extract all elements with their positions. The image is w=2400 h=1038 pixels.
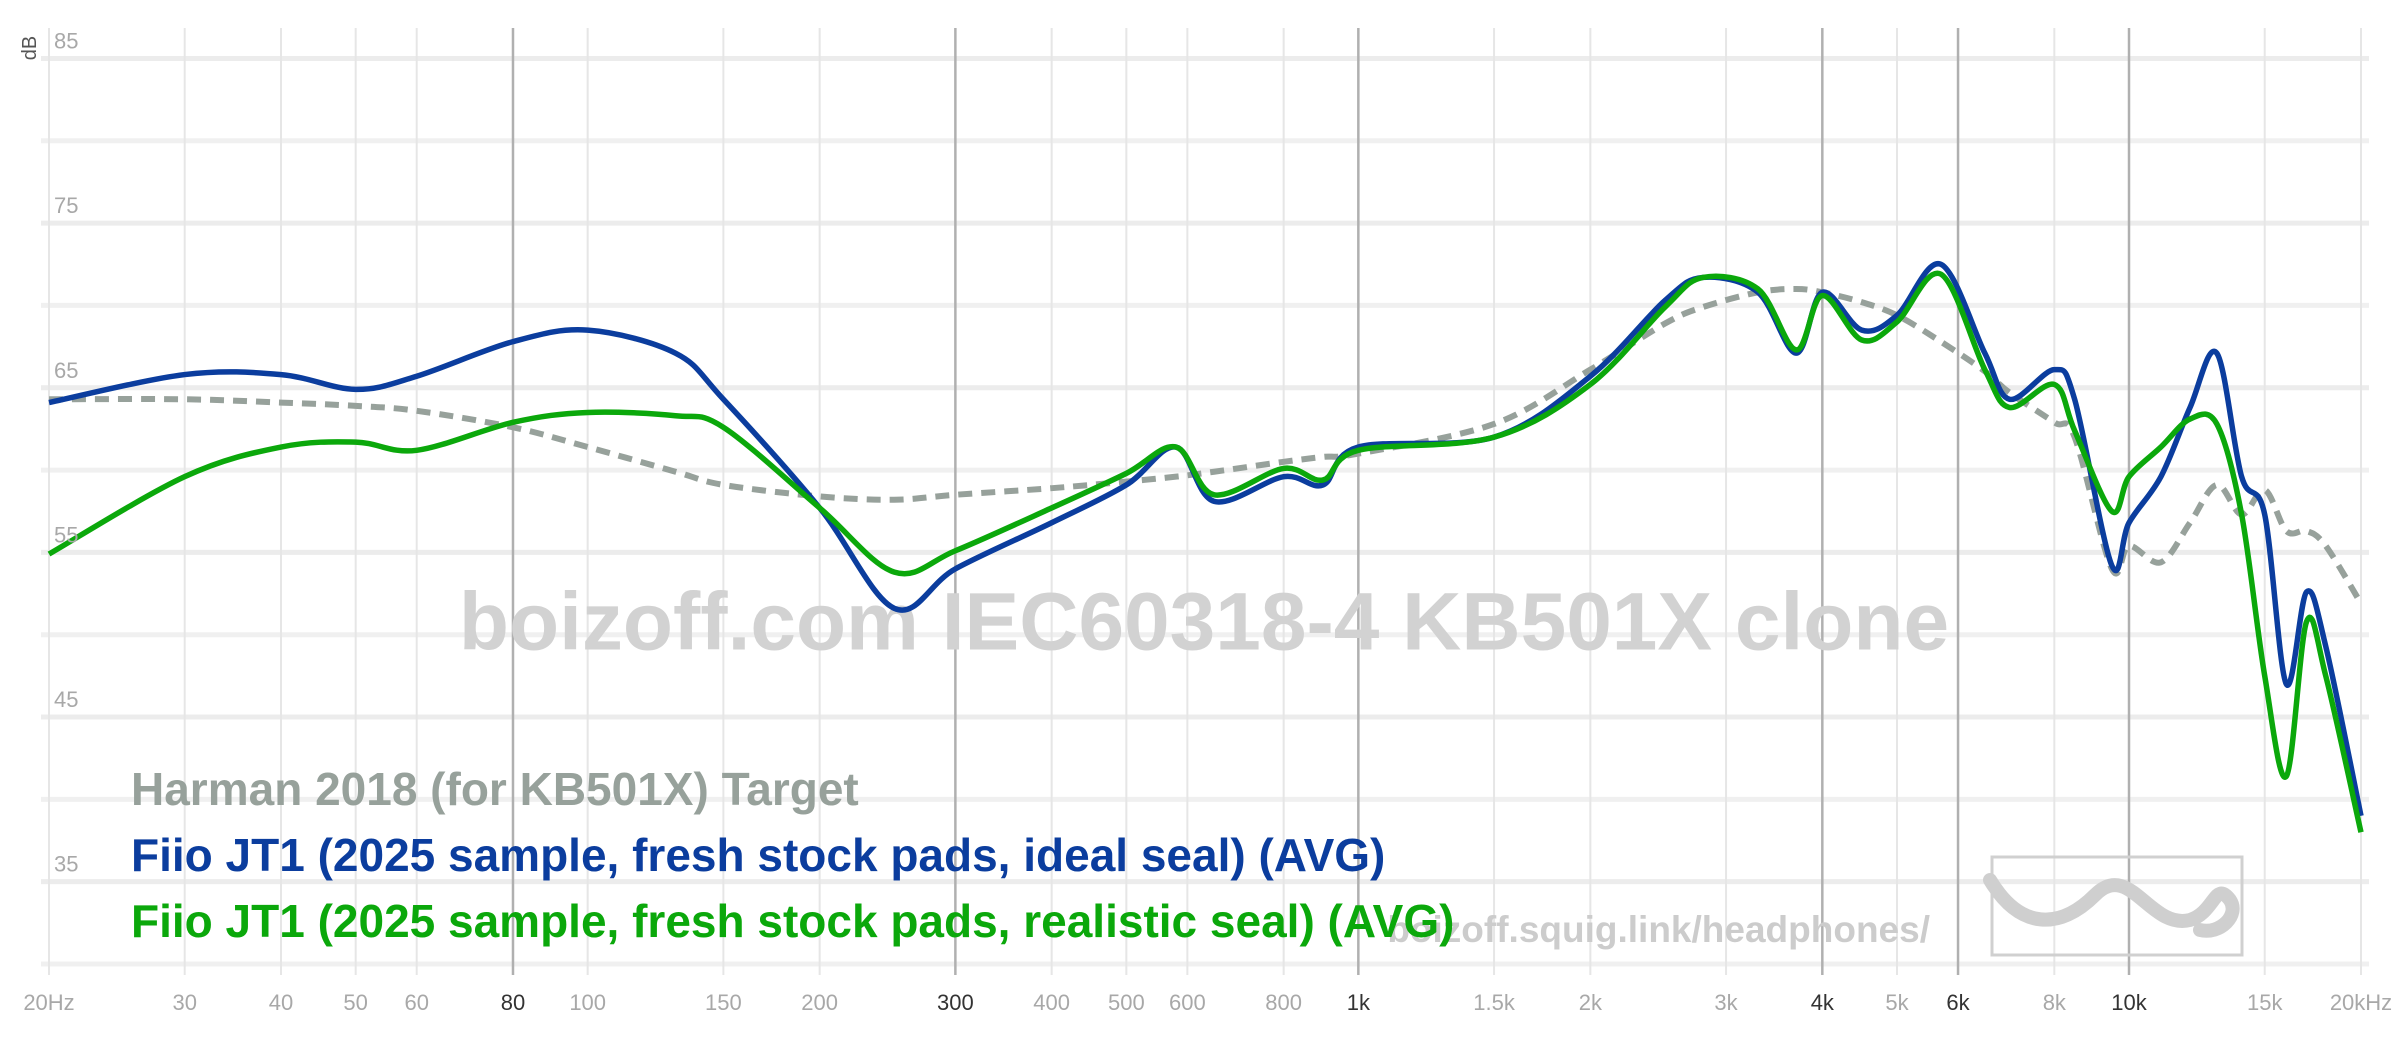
x-tick-label: 300 bbox=[937, 990, 974, 1015]
grid bbox=[41, 28, 2369, 975]
x-tick-label: 30 bbox=[172, 990, 196, 1015]
logo-frame bbox=[1990, 855, 2244, 957]
x-tick-label: 6k bbox=[1946, 990, 1970, 1015]
x-tick-label: 8k bbox=[2043, 990, 2067, 1015]
x-tick-label: 400 bbox=[1033, 990, 1070, 1015]
x-tick-label: 60 bbox=[404, 990, 428, 1015]
y-tick-label: 85 bbox=[54, 28, 78, 53]
x-tick-label: 800 bbox=[1265, 990, 1302, 1015]
y-axis-title: dB bbox=[19, 36, 41, 60]
x-tick-label: 2k bbox=[1579, 990, 1603, 1015]
y-tick-label: 55 bbox=[54, 522, 78, 547]
logo bbox=[1983, 855, 2244, 957]
legend-entry: Fiio JT1 (2025 sample, fresh stock pads,… bbox=[131, 895, 1454, 947]
x-tick-label: 20kHz bbox=[2330, 990, 2392, 1015]
y-tick-label: 65 bbox=[54, 358, 78, 383]
x-tick-label: 40 bbox=[269, 990, 293, 1015]
y-tick-label: 35 bbox=[54, 852, 78, 877]
curves bbox=[47, 261, 2364, 833]
x-tick-label: 600 bbox=[1169, 990, 1206, 1015]
series-line bbox=[48, 261, 2364, 817]
x-tick-label: 50 bbox=[343, 990, 367, 1015]
x-tick-label: 150 bbox=[705, 990, 742, 1015]
x-tick-label: 80 bbox=[501, 990, 525, 1015]
x-tick-label: 200 bbox=[801, 990, 838, 1015]
x-tick-label: 15k bbox=[2247, 990, 2283, 1015]
tick-labels: 35 45 55 65 75 85 20Hz 30 40 50 60 80 100 150 200 300 40… bbox=[23, 28, 2392, 1015]
legend-entry: Harman 2018 (for KB501X) Target bbox=[131, 763, 859, 815]
x-tick-label: 10k bbox=[2111, 990, 2147, 1015]
x-tick-label: 100 bbox=[569, 990, 606, 1015]
watermark: boizoff.com IEC60318-4 KB501X clone bbox=[459, 577, 1949, 668]
x-tick-label: 5k bbox=[1885, 990, 1909, 1015]
x-tick-label: 1k bbox=[1347, 990, 1371, 1015]
series-line bbox=[47, 270, 2364, 833]
site-label: boizoff.squig.link/headphones/ bbox=[1387, 909, 1930, 950]
logo-squiggle bbox=[1983, 873, 2240, 938]
x-tick-label: 500 bbox=[1108, 990, 1145, 1015]
y-tick-label: 45 bbox=[54, 687, 78, 712]
legend-entry: Fiio JT1 (2025 sample, fresh stock pads,… bbox=[131, 829, 1385, 881]
legend: Harman 2018 (for KB501X) Target Fiio JT1 … bbox=[131, 763, 1454, 947]
x-tick-label: 3k bbox=[1714, 990, 1738, 1015]
series-line bbox=[48, 285, 2364, 605]
x-tick-label: 4k bbox=[1811, 990, 1835, 1015]
x-tick-label: 1.5k bbox=[1473, 990, 1516, 1015]
y-tick-label: 75 bbox=[54, 193, 78, 218]
x-tick-label: 20Hz bbox=[23, 990, 74, 1015]
